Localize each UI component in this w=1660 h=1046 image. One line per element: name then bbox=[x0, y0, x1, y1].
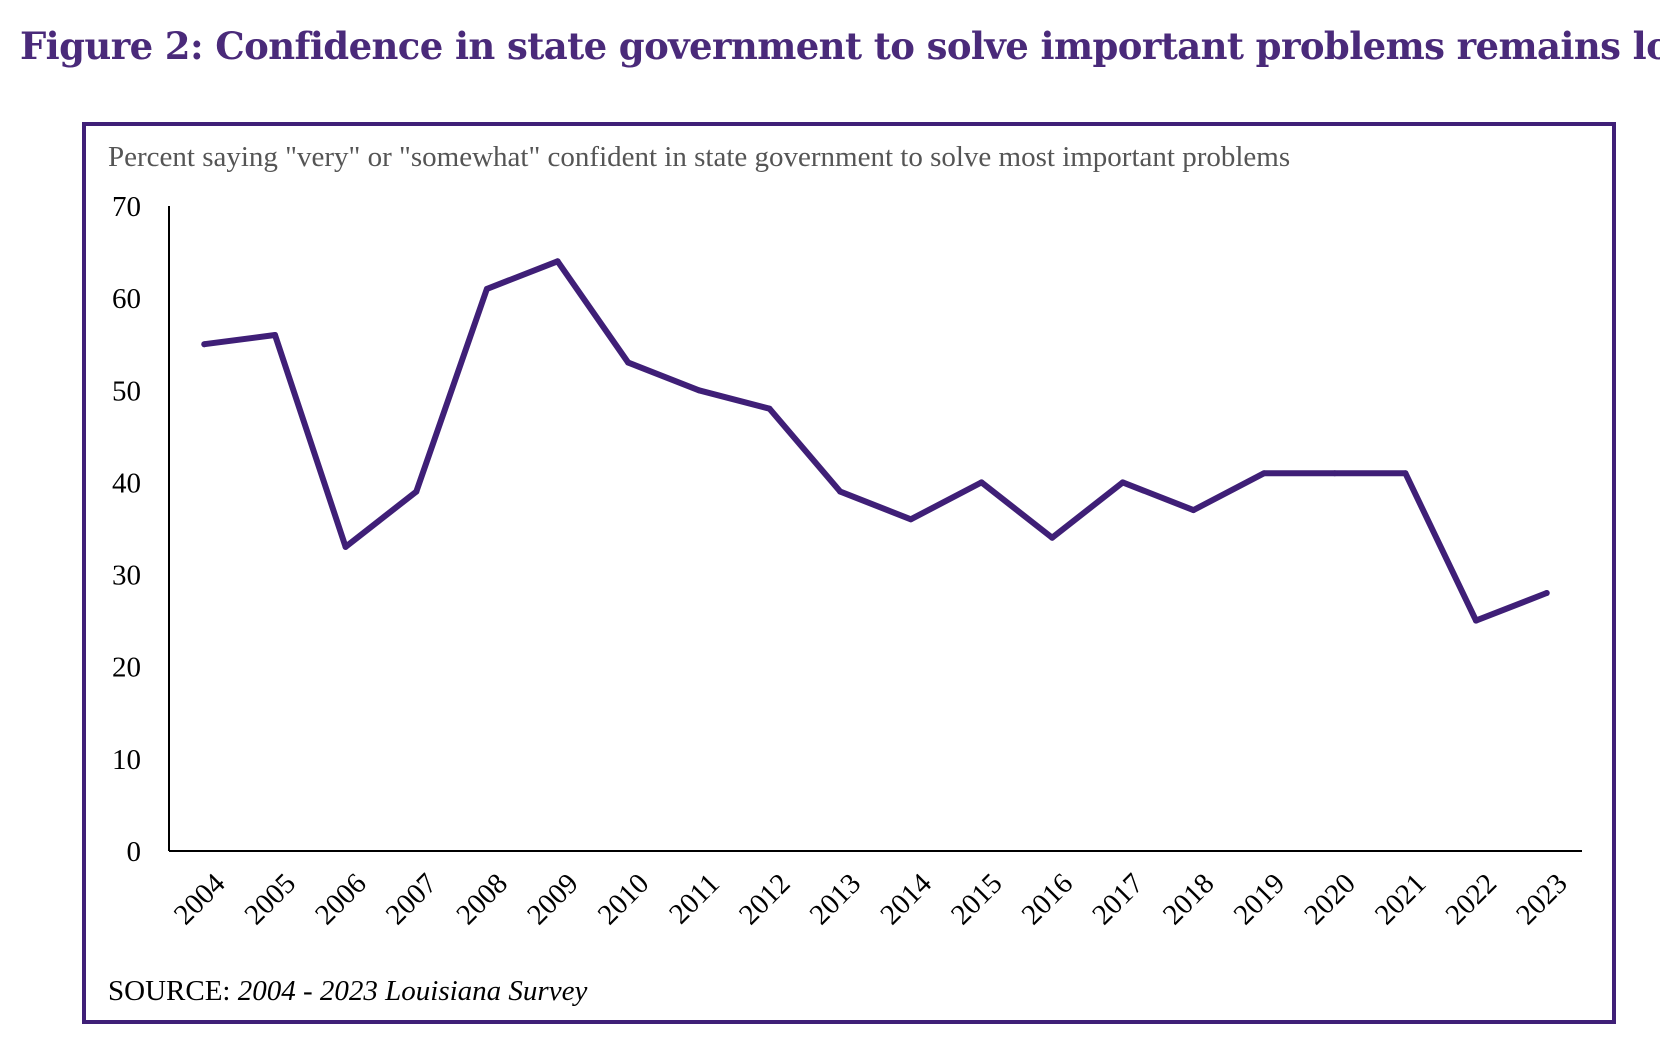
data-point bbox=[766, 405, 773, 412]
data-point bbox=[342, 543, 349, 550]
data-point bbox=[1543, 590, 1550, 596]
figure-title: Figure 2: Confidence in state government… bbox=[20, 24, 1660, 68]
series-layer bbox=[201, 258, 1550, 624]
x-tick-label: 2023 bbox=[1510, 867, 1574, 931]
y-tick-label: 60 bbox=[112, 283, 141, 315]
data-point bbox=[413, 488, 420, 495]
y-axis-ticks: 0 10 20 30 40 50 60 70 bbox=[112, 191, 141, 868]
data-point bbox=[837, 488, 844, 495]
data-point bbox=[1261, 470, 1268, 477]
x-tick-label: 2008 bbox=[450, 867, 514, 931]
chart-subtitle: Percent saying "very" or "somewhat" conf… bbox=[108, 141, 1290, 173]
y-tick-label: 30 bbox=[112, 560, 141, 592]
x-tick-label: 2005 bbox=[238, 867, 302, 931]
x-axis-ticks: 2004 2005 2006 2007 2008 2009 2010 2011 2012 2013… bbox=[168, 867, 1574, 931]
data-point bbox=[907, 516, 914, 523]
data-point bbox=[1119, 479, 1126, 486]
data-point bbox=[554, 258, 561, 265]
y-tick-label: 40 bbox=[112, 467, 141, 499]
y-tick-label: 50 bbox=[112, 375, 141, 407]
x-tick-label: 2015 bbox=[945, 867, 1009, 931]
x-tick-label: 2013 bbox=[804, 867, 868, 931]
data-point bbox=[625, 359, 632, 366]
x-tick-label: 2017 bbox=[1086, 867, 1150, 931]
x-tick-label: 2021 bbox=[1369, 867, 1433, 931]
source-text: 2004 - 2023 Louisiana Survey bbox=[237, 975, 588, 1007]
x-tick-label: 2019 bbox=[1228, 867, 1292, 931]
x-tick-label: 2011 bbox=[663, 867, 726, 930]
data-point bbox=[1190, 507, 1197, 514]
x-tick-label: 2006 bbox=[309, 867, 373, 931]
data-point bbox=[978, 479, 985, 486]
data-point bbox=[201, 341, 208, 348]
data-point bbox=[1473, 617, 1480, 624]
source-label: SOURCE: bbox=[108, 975, 231, 1007]
y-tick-label: 20 bbox=[112, 652, 141, 684]
chart-frame bbox=[82, 122, 1616, 1024]
x-tick-label: 2016 bbox=[1016, 867, 1080, 931]
series-line bbox=[201, 258, 1550, 624]
data-point bbox=[483, 285, 490, 292]
source-note: SOURCE: 2004 - 2023 Louisiana Survey bbox=[108, 975, 587, 1008]
data-point bbox=[1331, 470, 1338, 477]
x-tick-label: 2004 bbox=[168, 867, 232, 931]
data-point bbox=[271, 332, 278, 338]
x-tick-label: 2007 bbox=[380, 867, 444, 931]
y-tick-label: 70 bbox=[112, 191, 141, 223]
y-tick-label: 0 bbox=[127, 836, 142, 868]
data-point bbox=[1049, 534, 1056, 541]
x-tick-label: 2020 bbox=[1298, 867, 1362, 931]
x-tick-label: 2022 bbox=[1439, 867, 1503, 931]
data-point bbox=[1402, 470, 1409, 477]
x-tick-label: 2012 bbox=[733, 867, 797, 931]
data-point bbox=[695, 387, 702, 394]
x-tick-label: 2009 bbox=[521, 867, 585, 931]
x-tick-label: 2014 bbox=[874, 867, 938, 931]
y-tick-label: 10 bbox=[112, 744, 141, 776]
x-tick-label: 2010 bbox=[592, 867, 656, 931]
x-tick-label: 2018 bbox=[1157, 867, 1221, 931]
